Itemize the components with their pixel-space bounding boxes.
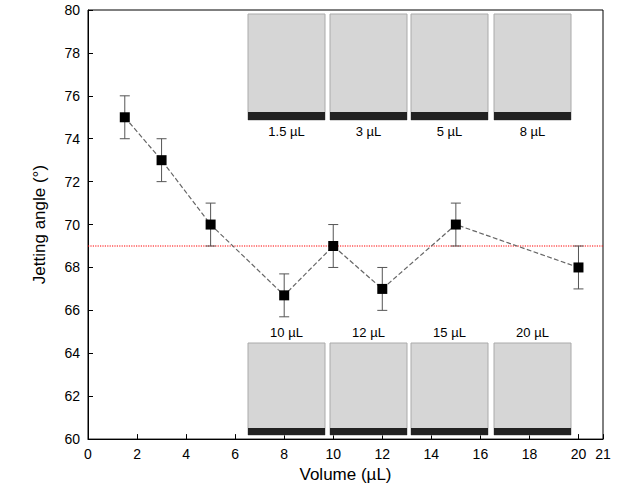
svg-text:Jetting angle (°): Jetting angle (°) xyxy=(30,165,49,284)
svg-text:60: 60 xyxy=(64,431,80,447)
svg-text:66: 66 xyxy=(64,302,80,318)
svg-text:62: 62 xyxy=(64,388,80,404)
svg-text:20: 20 xyxy=(571,446,587,462)
svg-text:20 µL: 20 µL xyxy=(516,325,549,340)
svg-text:6: 6 xyxy=(231,446,239,462)
svg-text:64: 64 xyxy=(64,345,80,361)
svg-text:1.5 µL: 1.5 µL xyxy=(268,124,304,139)
svg-text:10: 10 xyxy=(325,446,341,462)
svg-text:4: 4 xyxy=(182,446,190,462)
svg-text:12: 12 xyxy=(374,446,390,462)
svg-text:8 µL: 8 µL xyxy=(520,124,546,139)
svg-text:76: 76 xyxy=(64,88,80,104)
svg-text:Volume (µL): Volume (µL) xyxy=(300,465,392,484)
svg-text:70: 70 xyxy=(64,217,80,233)
svg-text:12 µL: 12 µL xyxy=(352,325,385,340)
svg-text:8: 8 xyxy=(280,446,288,462)
svg-text:74: 74 xyxy=(64,131,80,147)
svg-text:5 µL: 5 µL xyxy=(437,124,463,139)
svg-text:78: 78 xyxy=(64,45,80,61)
svg-text:72: 72 xyxy=(64,174,80,190)
svg-text:21: 21 xyxy=(595,446,611,462)
svg-text:14: 14 xyxy=(424,446,440,462)
svg-text:15 µL: 15 µL xyxy=(433,325,466,340)
svg-text:16: 16 xyxy=(473,446,489,462)
svg-text:68: 68 xyxy=(64,259,80,275)
svg-text:3 µL: 3 µL xyxy=(356,124,382,139)
svg-text:80: 80 xyxy=(64,2,80,18)
svg-text:10 µL: 10 µL xyxy=(270,325,303,340)
svg-text:2: 2 xyxy=(133,446,141,462)
svg-text:18: 18 xyxy=(522,446,538,462)
svg-text:0: 0 xyxy=(84,446,92,462)
